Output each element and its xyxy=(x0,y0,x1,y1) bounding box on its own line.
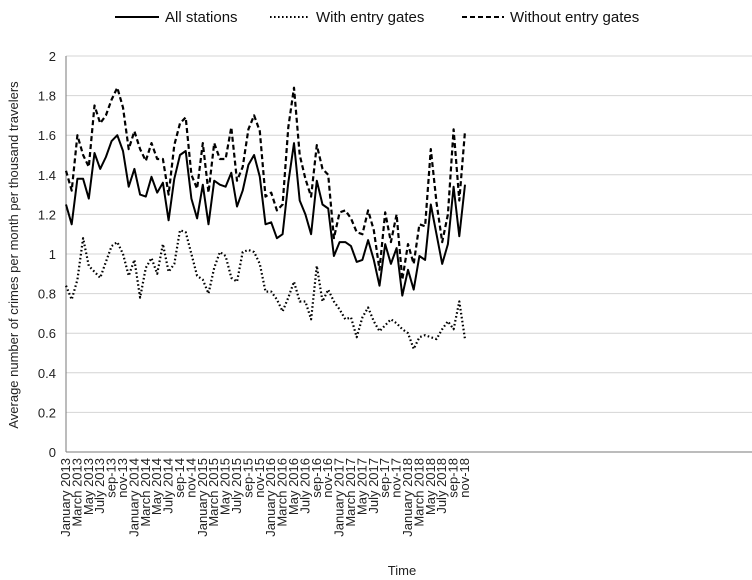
x-tick-label: July 2018 xyxy=(434,458,449,514)
x-tick-label: May 2018 xyxy=(423,458,438,515)
series-lines xyxy=(64,86,467,351)
x-tick-label: March 2016 xyxy=(275,458,290,527)
x-tick-label: May 2016 xyxy=(286,458,301,515)
x-tick-label: January 2015 xyxy=(195,458,210,537)
y-tick-label: 2 xyxy=(49,49,56,64)
y-tick-label: 0.6 xyxy=(38,326,56,341)
y-tick-label: 0 xyxy=(49,445,56,460)
y-tick-label: 1.8 xyxy=(38,89,56,104)
series-line-dashed xyxy=(64,86,467,281)
x-tick-label: March 2014 xyxy=(138,458,153,527)
gridlines xyxy=(66,55,752,413)
x-tick-label: May 2013 xyxy=(81,458,96,515)
x-tick-label: May 2017 xyxy=(354,458,369,515)
x-tick-label: March 2018 xyxy=(411,458,426,527)
series-line-dotted xyxy=(64,229,467,351)
x-tick-label: July 2015 xyxy=(229,458,244,514)
x-tick-label: nov-17 xyxy=(389,458,404,498)
legend: All stations With entry gates Without entr… xyxy=(115,9,639,26)
x-axis-title: Time xyxy=(388,563,416,578)
x-tick-label: July 2013 xyxy=(92,458,107,514)
x-tick-label: sep-14 xyxy=(172,458,187,498)
x-tick-label: March 2017 xyxy=(343,458,358,527)
x-tick-label: sep-16 xyxy=(309,458,324,498)
legend-label: All stations xyxy=(165,9,238,26)
x-tick-label: March 2013 xyxy=(69,458,84,527)
x-tick-label: July 2014 xyxy=(161,458,176,514)
y-tick-label: 0.4 xyxy=(38,366,56,381)
y-tick-label: 0.8 xyxy=(38,287,56,302)
x-tick-label: January 2014 xyxy=(126,458,141,537)
x-tick-label: July 2017 xyxy=(366,458,381,514)
x-tick-label: January 2017 xyxy=(332,458,347,537)
x-tick-label: January 2013 xyxy=(58,458,73,537)
x-tick-label: May 2015 xyxy=(218,458,233,515)
y-tick-label: 1.4 xyxy=(38,168,56,183)
x-tick-label: July 2016 xyxy=(297,458,312,514)
x-tick-label: nov-16 xyxy=(320,458,335,498)
x-tick-label: January 2018 xyxy=(400,458,415,537)
y-tick-label: 1.2 xyxy=(38,207,56,222)
x-tick-label: nov-15 xyxy=(252,458,267,498)
y-tick-label: 0.2 xyxy=(38,405,56,420)
x-tick-label: sep-13 xyxy=(104,458,119,498)
x-tick-label: sep-17 xyxy=(377,458,392,498)
y-tick-label: 1 xyxy=(49,247,56,262)
x-tick-label: May 2014 xyxy=(149,458,164,515)
x-tick-label: sep-18 xyxy=(446,458,461,498)
x-tick-label: nov-13 xyxy=(115,458,130,498)
x-tick-label: nov-14 xyxy=(183,458,198,498)
y-axis-title: Average number of crimes per month per t… xyxy=(6,81,21,429)
y-tick-label: 1.6 xyxy=(38,128,56,143)
legend-label: With entry gates xyxy=(316,9,424,26)
legend-label: Without entry gates xyxy=(510,9,639,26)
y-tick-labels: 0 0.2 0.4 0.6 0.8 1 1.2 1.4 1.6 1.8 2 xyxy=(38,49,56,460)
x-tick-label: sep-15 xyxy=(240,458,255,498)
x-tick-label: March 2015 xyxy=(206,458,221,527)
axes xyxy=(65,56,752,453)
x-tick-label: nov-18 xyxy=(457,458,472,498)
x-tick-label: January 2016 xyxy=(263,458,278,537)
series-line-solid xyxy=(65,134,466,297)
